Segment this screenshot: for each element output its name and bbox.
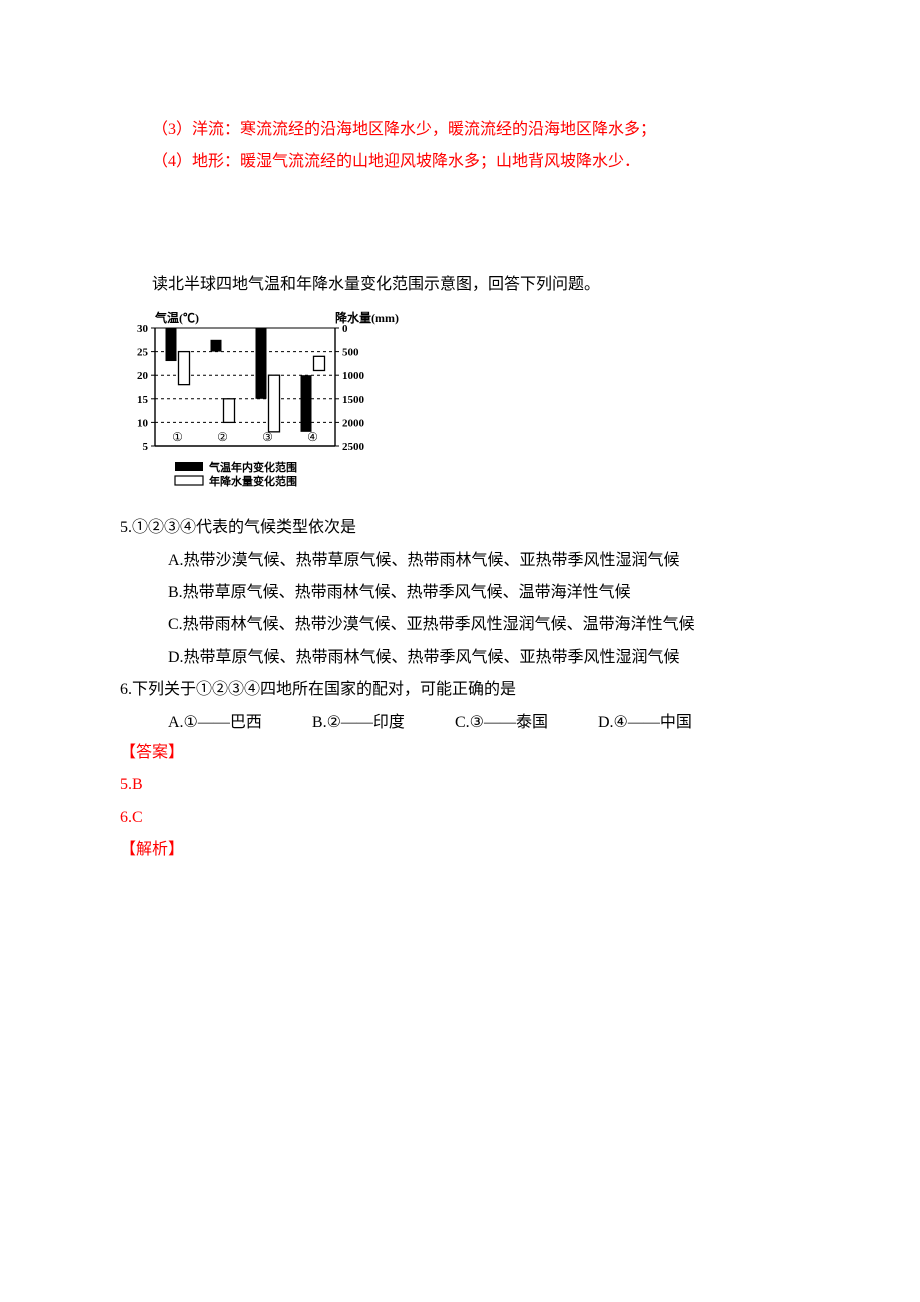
q5-opt-b: B.热带草原气候、热带雨林气候、热带季风气候、温带海洋性气候 — [120, 578, 800, 608]
q5-opt-d: D.热带草原气候、热带雨林气候、热带季风气候、亚热带季风性湿润气候 — [120, 643, 800, 673]
q5-stem: 5.①②③④代表的气候类型依次是 — [120, 513, 800, 543]
spacer — [120, 180, 800, 270]
svg-text:2500: 2500 — [342, 441, 365, 453]
svg-text:5: 5 — [143, 441, 149, 453]
q5-opt-a: A.热带沙漠气候、热带草原气候、热带雨林气候、亚热带季风性湿润气候 — [120, 546, 800, 576]
intro-line-4: （4）地形：暖湿气流流经的山地迎风坡降水多；山地背风坡降水少． — [120, 147, 800, 177]
svg-text:1500: 1500 — [342, 394, 365, 406]
q6-opt-c: C.③——泰国 — [455, 708, 548, 738]
svg-text:500: 500 — [342, 347, 359, 359]
svg-text:30: 30 — [137, 323, 149, 335]
q6-stem: 6.下列关于①②③④四地所在国家的配对，可能正确的是 — [120, 675, 800, 705]
svg-text:年降水量变化范围: 年降水量变化范围 — [209, 474, 297, 488]
answer-heading: 【答案】 — [120, 738, 800, 768]
q6-opt-b: B.②——印度 — [312, 708, 405, 738]
svg-text:②: ② — [217, 430, 228, 444]
svg-text:①: ① — [172, 430, 183, 444]
q6-opt-a: A.①——巴西 — [168, 708, 262, 738]
svg-text:15: 15 — [137, 394, 149, 406]
answer-5: 5.B — [120, 770, 800, 800]
explain-heading: 【解析】 — [120, 835, 800, 865]
svg-text:10: 10 — [137, 418, 149, 430]
svg-text:④: ④ — [307, 430, 318, 444]
svg-text:25: 25 — [137, 347, 149, 359]
intro-line-3: （3）洋流：寒流流经的沿海地区降水少，暖流流经的沿海地区降水多； — [120, 115, 800, 145]
svg-text:气温年内变化范围: 气温年内变化范围 — [208, 460, 297, 474]
svg-text:0: 0 — [342, 323, 348, 335]
svg-text:20: 20 — [137, 370, 149, 382]
q5-opt-c: C.热带雨林气候、热带沙漠气候、亚热带季风性湿润气候、温带海洋性气候 — [120, 610, 800, 640]
question-prompt: 读北半球四地气温和年降水量变化范围示意图，回答下列问题。 — [120, 270, 800, 300]
q6-opt-d: D.④——中国 — [598, 708, 692, 738]
svg-text:1000: 1000 — [342, 370, 365, 382]
q6-options: A.①——巴西 B.②——印度 C.③——泰国 D.④——中国 — [120, 708, 800, 738]
answer-6: 6.C — [120, 803, 800, 833]
svg-text:2000: 2000 — [342, 418, 365, 430]
climate-chart: 气温(℃)降水量(mm)5101520253005001000150020002… — [120, 310, 800, 505]
svg-text:气温(℃): 气温(℃) — [154, 310, 199, 325]
svg-text:③: ③ — [262, 430, 273, 444]
